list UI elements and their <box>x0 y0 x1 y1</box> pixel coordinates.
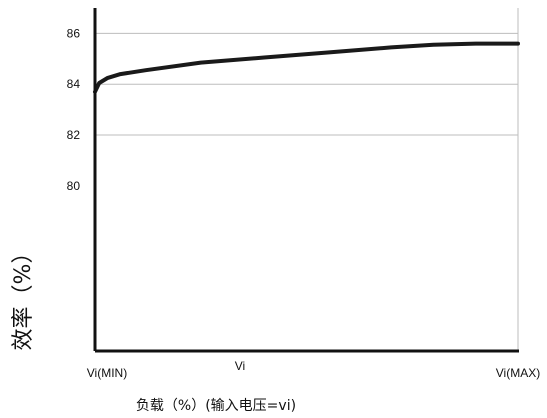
efficiency-curve <box>93 41 520 94</box>
x-tick-label: Vi(MIN) <box>87 366 127 380</box>
y-tick-label: 82 <box>67 128 81 142</box>
gridlines <box>95 8 519 351</box>
y-tick-label: 80 <box>67 179 81 193</box>
x-axis-label: 负载（%）(输入电压=vi) <box>136 398 296 414</box>
y-tick-label: 86 <box>67 26 81 40</box>
y-tick-label: 84 <box>67 77 81 91</box>
x-tick-labels: Vi(MIN) Vi Vi(MAX) <box>87 359 540 380</box>
x-tick-label: Vi(MAX) <box>496 366 540 380</box>
x-tick-label: Vi <box>235 359 245 373</box>
y-tick-labels: 80 82 84 86 <box>67 26 81 192</box>
y-axis-label: 效率（%） <box>11 242 36 351</box>
